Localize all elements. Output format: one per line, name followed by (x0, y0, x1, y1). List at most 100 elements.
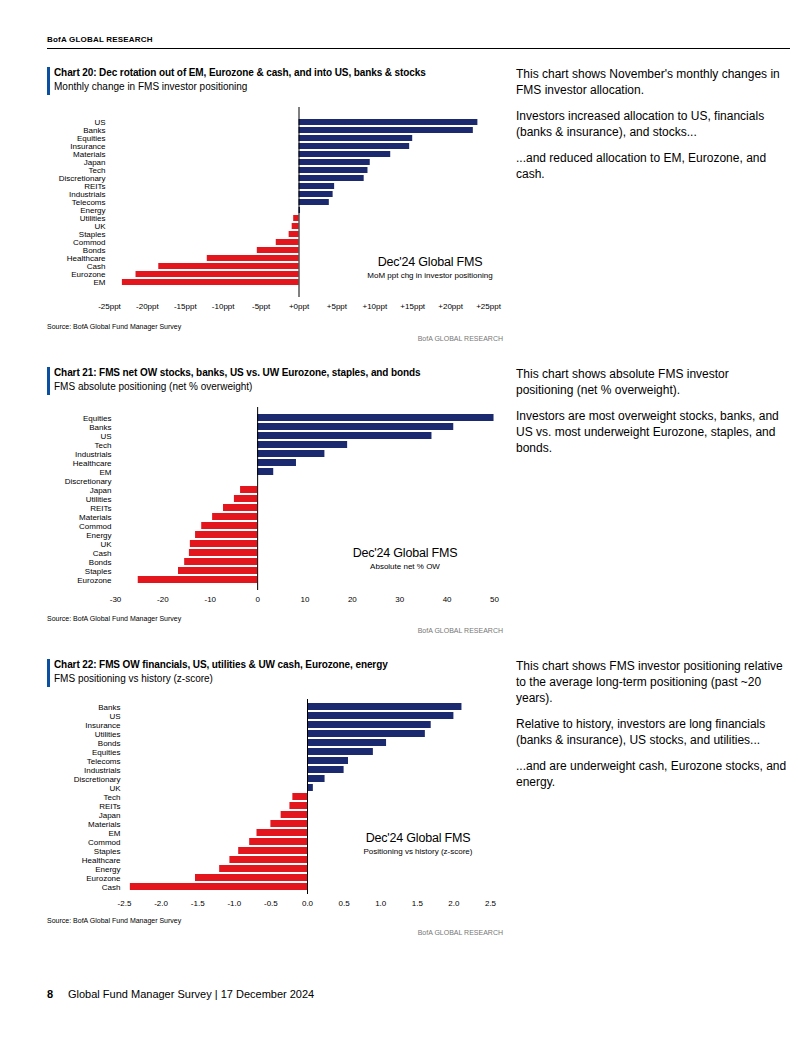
svg-text:Banks: Banks (89, 423, 111, 432)
svg-text:2.0: 2.0 (448, 899, 460, 908)
svg-text:Equities: Equities (77, 134, 106, 144)
html-text:Chart 22: FMS OW financials, U: Chart 22: FMS OW financials, US, utiliti… (54, 659, 388, 670)
svg-text:Discretionary: Discretionary (74, 775, 121, 784)
svg-text:Industrials: Industrials (69, 190, 106, 200)
svg-text:Staples: Staples (85, 567, 112, 576)
svg-text:-1.5: -1.5 (191, 899, 205, 908)
svg-text:Telecoms: Telecoms (87, 757, 121, 766)
svg-text:Commod: Commod (79, 522, 111, 531)
html-text:Relative to history, investors: Relative to history, investors are long … (516, 717, 766, 747)
svg-text:UK: UK (100, 540, 112, 549)
svg-text:-25ppt: -25ppt (98, 302, 121, 311)
svg-text:-30: -30 (110, 595, 122, 604)
svg-text:-2.0: -2.0 (154, 899, 168, 908)
svg-text:+25ppt: +25ppt (476, 302, 501, 311)
svg-text:Energy: Energy (95, 865, 120, 874)
html-text:Global Fund Manager Survey | 1: Global Fund Manager Survey | 17 December… (68, 988, 315, 1000)
svg-text:REITs: REITs (99, 802, 120, 811)
svg-text:Bonds: Bonds (89, 558, 112, 567)
html-text:Dec'24 Global FMS: Dec'24 Global FMS (352, 546, 458, 560)
svg-text:1.5: 1.5 (412, 899, 424, 908)
svg-text:Banks: Banks (98, 703, 120, 712)
svg-text:Discretionary: Discretionary (58, 174, 106, 184)
svg-text:US: US (100, 432, 111, 441)
svg-text:50: 50 (490, 595, 499, 604)
svg-text:Bonds: Bonds (98, 739, 121, 748)
svg-text:Materials: Materials (73, 150, 106, 160)
svg-text:-0.5: -0.5 (264, 899, 278, 908)
svg-text:Commod: Commod (88, 838, 120, 847)
svg-text:-10: -10 (204, 595, 216, 604)
html-text:Investors increased allocation: Investors increased allocation to US, fi… (516, 109, 765, 139)
svg-text:-10ppt: -10ppt (212, 302, 235, 311)
svg-text:-1.0: -1.0 (227, 899, 241, 908)
html-text:This chart shows absolute FMS: This chart shows absolute FMS investor p… (516, 367, 729, 397)
svg-text:0.5: 0.5 (339, 899, 351, 908)
svg-text:Equities: Equities (83, 414, 111, 423)
svg-text:EM: EM (109, 829, 121, 838)
svg-text:0.0: 0.0 (302, 899, 314, 908)
svg-text:Equities: Equities (92, 748, 120, 757)
svg-text:-20: -20 (157, 595, 169, 604)
svg-text:Energy: Energy (86, 531, 111, 540)
svg-text:2.5: 2.5 (485, 899, 497, 908)
html-text:FMS absolute positioning (net: FMS absolute positioning (net % overweig… (54, 381, 253, 392)
html-text:This chart shows November's mo: This chart shows November's monthly chan… (516, 67, 780, 97)
svg-text:-15ppt: -15ppt (174, 302, 197, 311)
svg-text:Materials: Materials (88, 820, 120, 829)
svg-text:EM: EM (100, 468, 112, 477)
html-text:This chart shows FMS investor: This chart shows FMS investor positionin… (516, 659, 783, 705)
svg-text:0: 0 (255, 595, 260, 604)
svg-text:-2.5: -2.5 (118, 899, 132, 908)
html-text:Dec'24 Global FMS: Dec'24 Global FMS (377, 255, 483, 269)
svg-text:Insurance: Insurance (85, 721, 121, 730)
svg-text:Tech: Tech (104, 793, 121, 802)
svg-text:UK: UK (109, 784, 121, 793)
svg-text:Healthcare: Healthcare (82, 856, 121, 865)
svg-text:Utilities: Utilities (95, 730, 121, 739)
svg-text:40: 40 (443, 595, 452, 604)
svg-text:Tech: Tech (88, 166, 106, 176)
html-text:FMS positioning vs history (z-: FMS positioning vs history (z-score) (54, 673, 213, 684)
svg-text:Japan: Japan (83, 158, 106, 168)
svg-text:+10ppt: +10ppt (362, 302, 387, 311)
html-text:...and are underweight cash, E: ...and are underweight cash, Eurozone st… (516, 759, 787, 789)
svg-text:Japan: Japan (99, 811, 121, 820)
svg-text:Healthcare: Healthcare (73, 459, 112, 468)
html-text:...and reduced allocation to E: ...and reduced allocation to EM, Eurozon… (516, 151, 767, 181)
html-text:Investors are most overweight: Investors are most overweight stocks, ba… (516, 409, 779, 455)
svg-text:+15ppt: +15ppt (400, 302, 425, 311)
svg-text:1.0: 1.0 (375, 899, 387, 908)
svg-text:30: 30 (395, 595, 404, 604)
svg-text:EM: EM (94, 278, 106, 287)
svg-text:REITs: REITs (84, 182, 106, 192)
svg-text:+20ppt: +20ppt (438, 302, 463, 311)
svg-text:Tech: Tech (95, 441, 112, 450)
svg-text:+5ppt: +5ppt (327, 302, 348, 311)
svg-text:Industrials: Industrials (84, 766, 120, 775)
svg-text:Eurozone: Eurozone (86, 874, 121, 883)
svg-text:Industrials: Industrials (75, 450, 111, 459)
svg-text:+0ppt: +0ppt (289, 302, 310, 311)
html-text:Chart 21: FMS net OW stocks, b: Chart 21: FMS net OW stocks, banks, US v… (54, 367, 421, 378)
svg-text:Banks: Banks (83, 126, 106, 136)
svg-text:Discretionary: Discretionary (65, 477, 112, 486)
svg-text:Cash: Cash (102, 883, 121, 892)
svg-text:20: 20 (348, 595, 357, 604)
svg-text:Eurozone: Eurozone (77, 576, 112, 585)
svg-text:10: 10 (301, 595, 310, 604)
html-text:Dec'24 Global FMS: Dec'24 Global FMS (365, 831, 471, 845)
svg-text:US: US (94, 118, 106, 128)
svg-text:-5ppt: -5ppt (252, 302, 271, 311)
svg-text:US: US (109, 712, 120, 721)
html-text:Monthly change in FMS investor: Monthly change in FMS investor positioni… (54, 81, 248, 92)
svg-text:Materials: Materials (79, 513, 111, 522)
svg-text:Utilities: Utilities (86, 495, 112, 504)
svg-text:Cash: Cash (93, 549, 112, 558)
svg-text:Staples: Staples (94, 847, 121, 856)
html-text:Chart 20: Dec rotation out of: Chart 20: Dec rotation out of EM, Eurozo… (54, 67, 426, 78)
svg-text:REITs: REITs (90, 504, 111, 513)
svg-text:Insurance: Insurance (70, 142, 106, 152)
svg-text:Japan: Japan (90, 486, 112, 495)
svg-text:-20ppt: -20ppt (136, 302, 159, 311)
